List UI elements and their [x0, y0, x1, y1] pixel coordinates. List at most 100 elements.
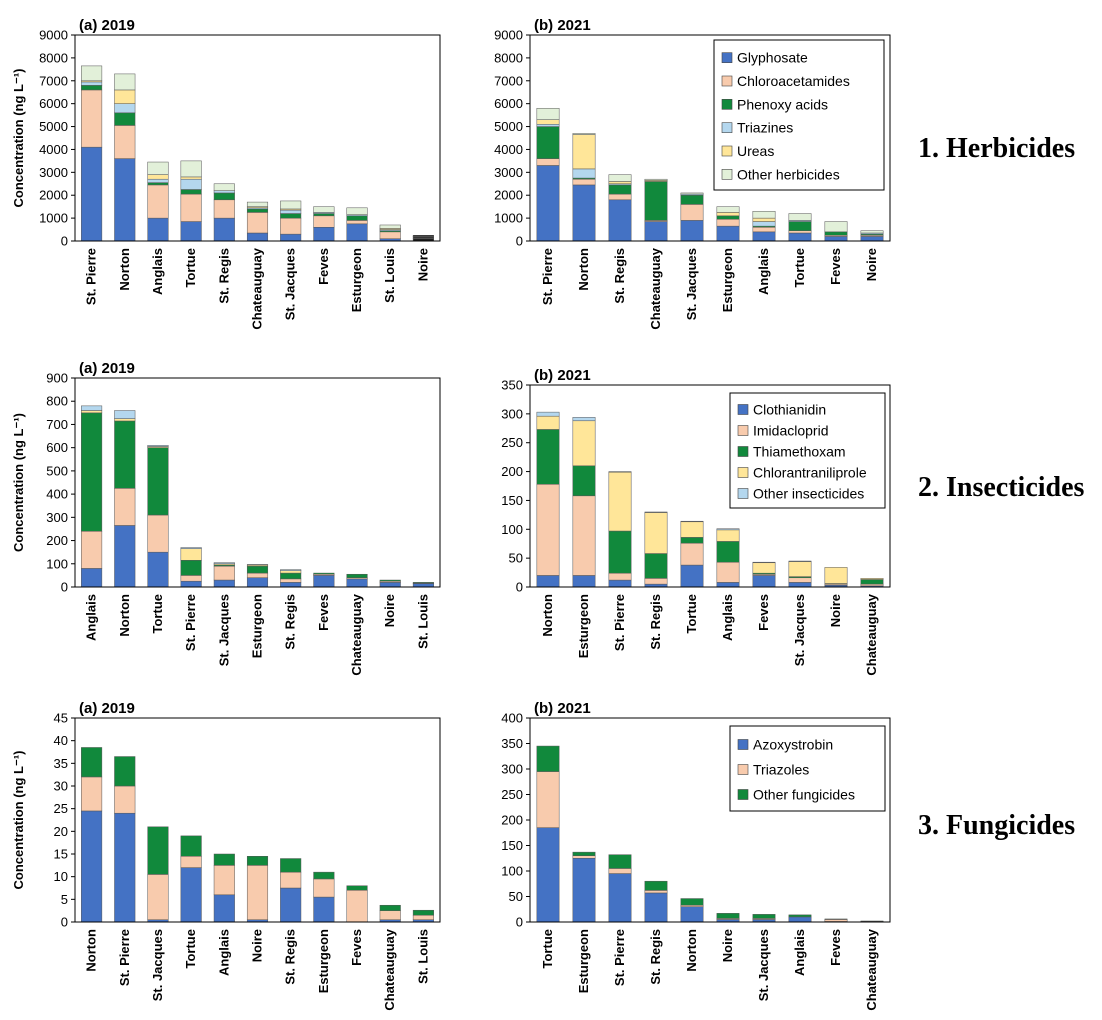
bar-segment-chateauguay-clothianidin	[347, 579, 368, 587]
chart-title: (a) 2019	[79, 700, 135, 717]
x-tick-label: Anglais	[84, 594, 99, 641]
bar-segment-anglais-imidacloprid	[717, 562, 739, 582]
bar-segment-feves-triazoles	[347, 890, 368, 922]
bar-segment-anglais-azoxystrobin	[789, 917, 811, 922]
y-tick-label: 100	[501, 522, 523, 537]
bar-segment-feves-other-fungicides	[347, 886, 368, 891]
bar-segment-st-pierre-thiamethoxam	[609, 531, 631, 573]
x-tick-label: Tortue	[540, 929, 555, 968]
bar-segment-feves-other-herbicides	[314, 207, 335, 213]
bar-segment-norton-chloroacetamides	[114, 125, 135, 158]
legend-label-azoxystrobin: Azoxystrobin	[753, 737, 833, 753]
bar-segment-feves-chloroacetamides	[314, 216, 335, 227]
bar-segment-tortue-other-insecticides	[681, 521, 703, 522]
bar-segment-anglais-chloroacetamides	[753, 227, 775, 232]
bar-segment-feves-glyphosate	[314, 227, 335, 241]
legend-swatch-chlorantraniliprole	[738, 468, 748, 478]
x-tick-label: Anglais	[792, 929, 807, 976]
y-tick-label: 0	[61, 915, 68, 930]
bar-segment-noire-other-herbicides	[861, 231, 883, 233]
x-tick-label: St. Regis	[283, 594, 298, 650]
bar-segment-st-pierre-triazines	[537, 124, 559, 126]
y-tick-label: 200	[46, 533, 68, 548]
bar-segment-tortue-imidacloprid	[681, 543, 703, 565]
bar-segment-norton-other-herbicides	[573, 133, 595, 134]
legend-swatch-other-insecticides	[738, 489, 748, 499]
bar-segment-esturgeon-triazoles	[314, 879, 335, 897]
y-tick-label: 45	[54, 711, 68, 726]
bar-segment-anglais-other-fungicides	[214, 854, 235, 865]
bar-segment-st-jacques-imidacloprid	[789, 578, 811, 583]
x-tick-label: Anglais	[720, 594, 735, 641]
bar-segment-norton-imidacloprid	[537, 484, 559, 575]
x-tick-label: St. Louis	[415, 594, 430, 649]
bar-segment-noire-clothianidin	[380, 582, 401, 587]
x-tick-label: Esturgeon	[720, 248, 735, 312]
bar-segment-st-regis-glyphosate	[214, 218, 235, 241]
x-tick-label: St. Regis	[648, 929, 663, 985]
y-tick-label: 250	[501, 435, 523, 450]
chart-title: (b) 2021	[534, 17, 591, 34]
y-tick-label: 350	[501, 736, 523, 751]
bar-segment-st-pierre-thiamethoxam	[181, 560, 202, 575]
x-tick-label: Chateauguay	[349, 593, 364, 675]
y-tick-label: 800	[46, 394, 68, 409]
bar-segment-tortue-clothianidin	[681, 565, 703, 587]
bar-segment-chateauguay-chlorantraniliprole	[861, 578, 883, 579]
x-tick-label: Feves	[316, 248, 331, 285]
legend-swatch-ureas	[722, 146, 732, 156]
x-tick-label: St. Jacques	[150, 929, 165, 1001]
bar-segment-st-jacques-triazoles	[148, 874, 169, 919]
bar-segment-chateauguay-triazoles	[380, 911, 401, 920]
bar-segment-anglais-thiamethoxam	[717, 541, 739, 562]
bar-segment-chateauguay-thiamethoxam	[861, 579, 883, 584]
bar-segment-norton-clothianidin	[114, 525, 135, 587]
bar-segment-esturgeon-other-fungicides	[573, 852, 595, 856]
y-tick-label: 5000	[494, 119, 523, 134]
bar-segment-st-regis-chlorantraniliprole	[280, 571, 301, 573]
bar-segment-norton-azoxystrobin	[81, 811, 102, 922]
bar-segment-st-jacques-imidacloprid	[214, 566, 235, 580]
y-tick-label: 900	[46, 371, 68, 386]
bar-segment-chateauguay-imidacloprid	[861, 584, 883, 586]
bar-segment-tortue-azoxystrobin	[181, 868, 202, 922]
bar-segment-tortue-chlorantraniliprole	[681, 522, 703, 538]
bar-segment-anglais-glyphosate	[148, 218, 169, 241]
bar-segment-tortue-triazines	[181, 179, 202, 189]
y-axis-label: Concentration (ng L⁻¹)	[11, 413, 26, 552]
bar-segment-st-regis-chloroacetamides	[609, 194, 631, 200]
bar-segment-anglais-clothianidin	[717, 582, 739, 587]
bar-segment-st-regis-azoxystrobin	[645, 893, 667, 922]
y-tick-label: 5	[61, 892, 68, 907]
bar-segment-st-regis-other-herbicides	[609, 175, 631, 182]
bar-segment-norton-other-herbicides	[114, 74, 135, 90]
x-tick-label: Anglais	[756, 248, 771, 295]
y-tick-label: 350	[501, 378, 523, 393]
bar-segment-anglais-glyphosate	[753, 232, 775, 241]
bar-segment-feves-glyphosate	[825, 236, 847, 241]
x-tick-label: Tortue	[792, 248, 807, 287]
bar-segment-st-pierre-other-fungicides	[114, 757, 135, 786]
x-tick-label: St. Louis	[415, 929, 430, 984]
bar-segment-tortue-chloroacetamides	[181, 194, 202, 221]
chart-1: 0100020003000400050006000700080009000St.…	[11, 17, 884, 330]
y-tick-label: 9000	[494, 28, 523, 43]
y-tick-label: 5000	[39, 119, 68, 134]
bar-segment-tortue-other-herbicides	[181, 161, 202, 177]
y-tick-label: 10	[54, 869, 68, 884]
bar-segment-st-pierre-glyphosate	[81, 147, 102, 241]
bar-segment-norton-ureas	[573, 135, 595, 169]
x-tick-label: Tortue	[183, 929, 198, 968]
x-tick-label: Norton	[84, 929, 99, 972]
bar-segment-st-pierre-phenoxy-acids	[537, 127, 559, 159]
bar-segment-norton-thiamethoxam	[537, 429, 559, 484]
bar-segment-chateauguay-phenoxy-acids	[645, 181, 667, 220]
bar-segment-st-pierre-glyphosate	[537, 165, 559, 241]
y-tick-label: 400	[46, 487, 68, 502]
bar-segment-tortue-other-fungicides	[181, 836, 202, 856]
bar-segment-chateauguay-phenoxy-acids	[247, 209, 268, 212]
bar-segment-anglais-chlorantraniliprole	[717, 530, 739, 542]
